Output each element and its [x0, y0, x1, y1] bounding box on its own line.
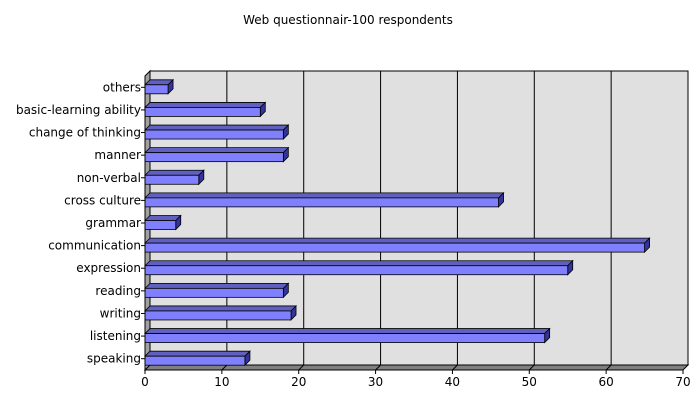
bar-top-face — [144, 192, 505, 199]
bar-front-face — [144, 174, 200, 185]
category-label: listening — [90, 329, 141, 343]
bar — [144, 214, 182, 231]
bar-top-face — [144, 102, 267, 108]
x-tick-label: 60 — [599, 375, 614, 389]
category-label: expression — [76, 261, 141, 275]
x-tick-label: 30 — [368, 375, 383, 389]
bar — [144, 327, 551, 344]
bar-front-face — [144, 355, 246, 366]
bar-front-face — [144, 129, 284, 140]
x-axis-ticks: 0 10 20 30 40 50 60 70 — [141, 76, 691, 389]
bar — [144, 259, 574, 276]
bar — [144, 304, 297, 321]
chart-title: Web questionnair-100 respondents — [243, 13, 453, 27]
bar — [144, 237, 651, 254]
x-tick-label: 40 — [445, 375, 460, 389]
bar-top-face — [144, 350, 251, 357]
gridline-floor — [375, 364, 381, 371]
category-label: writing — [100, 306, 141, 320]
bar-front-face — [144, 197, 499, 208]
bar-top-face — [144, 124, 290, 131]
bar-front-face — [144, 242, 645, 253]
bar-top-face — [144, 237, 651, 244]
bar — [144, 101, 267, 118]
category-label: basic-learning ability — [16, 103, 141, 117]
category-label: manner — [94, 148, 141, 162]
bar-front-face — [144, 220, 177, 230]
gridline-floor — [221, 364, 228, 371]
category-label: speaking — [87, 352, 141, 366]
bar — [144, 124, 290, 141]
x-tick-label: 0 — [141, 375, 149, 389]
x-tick-label: 50 — [522, 375, 537, 389]
bar-front-face — [144, 107, 261, 117]
bar-front-face — [144, 152, 284, 163]
bars — [144, 78, 651, 367]
gridline-floor — [605, 364, 612, 371]
gridline-floor — [528, 364, 535, 371]
category-label: change of thinking — [29, 126, 141, 140]
category-label: communication — [48, 239, 141, 253]
category-label: cross culture — [64, 193, 141, 207]
x-tick-label: 20 — [291, 375, 306, 389]
bar-front-face — [144, 287, 284, 298]
bar — [144, 191, 505, 208]
category-labels: others basic-learning ability change of th… — [16, 80, 145, 366]
gridline-floor — [298, 364, 305, 371]
bar-top-face — [144, 215, 182, 221]
bar — [144, 146, 290, 163]
category-label: non-verbal — [77, 171, 141, 185]
bar-front-face — [144, 265, 569, 276]
bar — [144, 169, 205, 186]
x-tick-label: 10 — [214, 375, 229, 389]
bar-top-face — [144, 305, 297, 312]
bar-top-face — [144, 282, 290, 289]
bar-top-face — [144, 147, 290, 154]
category-label: reading — [95, 284, 141, 298]
gridline-floor — [452, 364, 458, 371]
bar-top-face — [144, 260, 574, 267]
bar — [144, 78, 175, 95]
category-label: grammar — [85, 216, 141, 230]
bar — [144, 350, 251, 367]
category-label: others — [103, 80, 141, 94]
bar-front-face — [144, 333, 546, 343]
bar — [144, 282, 290, 299]
bar-front-face — [144, 310, 292, 321]
bar-top-face — [144, 169, 205, 176]
bar-front-face — [144, 84, 169, 95]
x-tick-label: 70 — [675, 375, 690, 389]
bar-top-face — [144, 328, 551, 334]
